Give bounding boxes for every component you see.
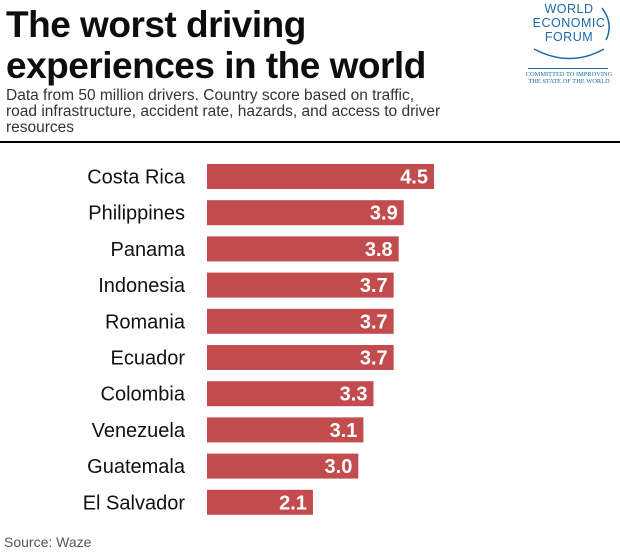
category-label: Panama [111,239,186,261]
bar [207,417,364,443]
value-label: 3.1 [330,420,358,442]
wef-logo-rule [528,68,608,69]
value-label: 3.8 [365,239,393,261]
category-label: Philippines [88,203,185,225]
category-label: Romania [105,311,186,333]
value-label: 3.9 [370,203,398,225]
value-label: 4.5 [400,167,428,189]
bar [207,200,404,226]
value-label: 3.7 [360,275,388,297]
wef-logo-tagline: COMMITTED TO IMPROVING THE STATE OF THE … [525,71,613,85]
chart-title: The worst driving experiences in the wor… [6,4,426,86]
value-label: 3.0 [325,456,353,478]
bar [207,381,374,407]
category-label: Venezuela [92,420,186,442]
category-label: Ecuador [111,348,186,370]
bar [207,236,399,262]
bar [207,345,394,370]
wef-logo-text: WORLD ECONOMIC FORUM [524,2,614,44]
wef-logo-arc-icon [533,7,610,60]
header-divider [0,141,620,143]
wef-logo: WORLD ECONOMIC FORUM COMMITTED TO IMPROV… [524,2,620,94]
category-label: Colombia [101,384,186,406]
value-label: 3.3 [340,384,368,406]
category-label: El Salvador [83,492,186,514]
chart-subtitle: Data from 50 million drivers. Country sc… [6,87,441,136]
bar [207,453,359,479]
value-label: 2.1 [279,492,307,514]
bar [207,308,394,334]
category-label: Costa Rica [87,167,186,189]
category-label: Guatemala [87,456,186,478]
bar [207,272,394,298]
source-note: Source: Waze [4,534,92,550]
value-label: 3.7 [360,311,388,333]
category-label: Indonesia [98,275,186,297]
wef-logo-line-3: FORUM [544,30,594,44]
value-label: 3.7 [360,348,388,370]
bar [207,164,434,189]
bar-chart: Costa Rica 4.5 Philippines 3.9 Panama 3.8 Indo… [83,164,434,515]
wef-logo-line-2: ECONOMIC [532,16,606,30]
bar [207,489,313,515]
wef-logo-line-1: WORLD [544,2,594,16]
